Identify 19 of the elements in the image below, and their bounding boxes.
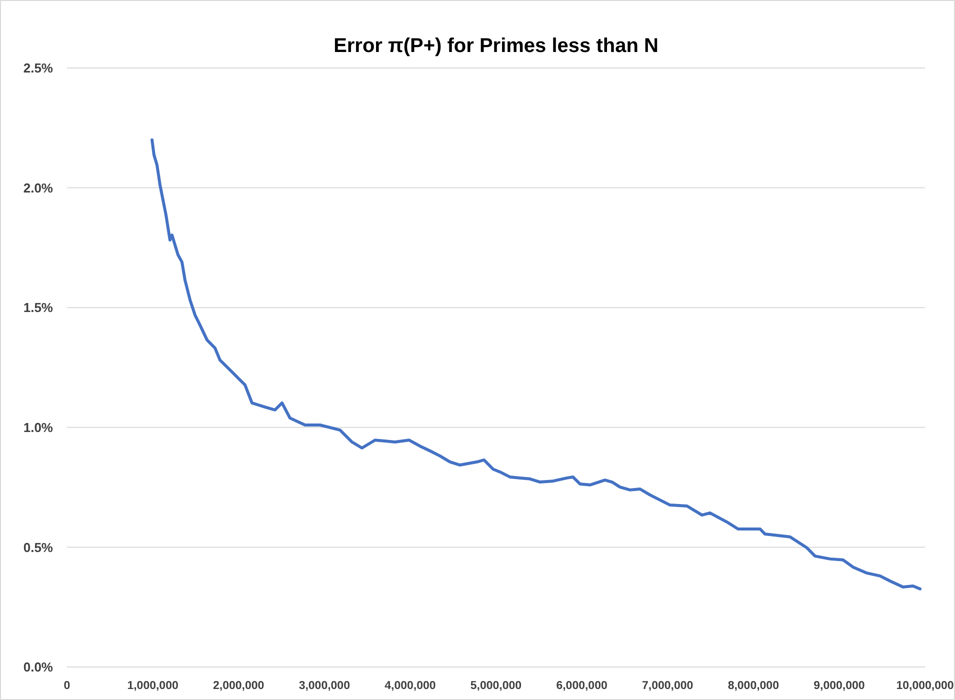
x-tick-label: 10,000,000 xyxy=(896,680,954,692)
y-tick-label: 0.5% xyxy=(23,540,54,555)
x-tick-label: 3,000,000 xyxy=(298,680,350,692)
y-tick-label: 0.0% xyxy=(23,660,54,675)
y-tick-label: 2.0% xyxy=(23,180,54,196)
y-tick-label: 2.5% xyxy=(23,60,54,76)
x-tick-label: 8,000,000 xyxy=(728,680,779,692)
x-tick-label: 9,000,000 xyxy=(814,680,865,692)
x-tick-label: 4,000,000 xyxy=(384,680,436,692)
x-tick-label: 6,000,000 xyxy=(556,680,608,692)
x-tick-label: 2,000,000 xyxy=(213,680,264,692)
x-tick-label: 0 xyxy=(64,680,70,692)
line-series xyxy=(150,138,922,590)
chart-title: Error π(P+) for Primes less than N xyxy=(334,35,658,57)
x-tick-label: 5,000,000 xyxy=(470,680,522,692)
y-tick-label: 1.5% xyxy=(23,300,54,316)
y-tick-label: 1.0% xyxy=(23,420,54,435)
x-tick-label: 7,000,000 xyxy=(642,680,694,692)
x-tick-label: 1,000,000 xyxy=(127,680,178,692)
